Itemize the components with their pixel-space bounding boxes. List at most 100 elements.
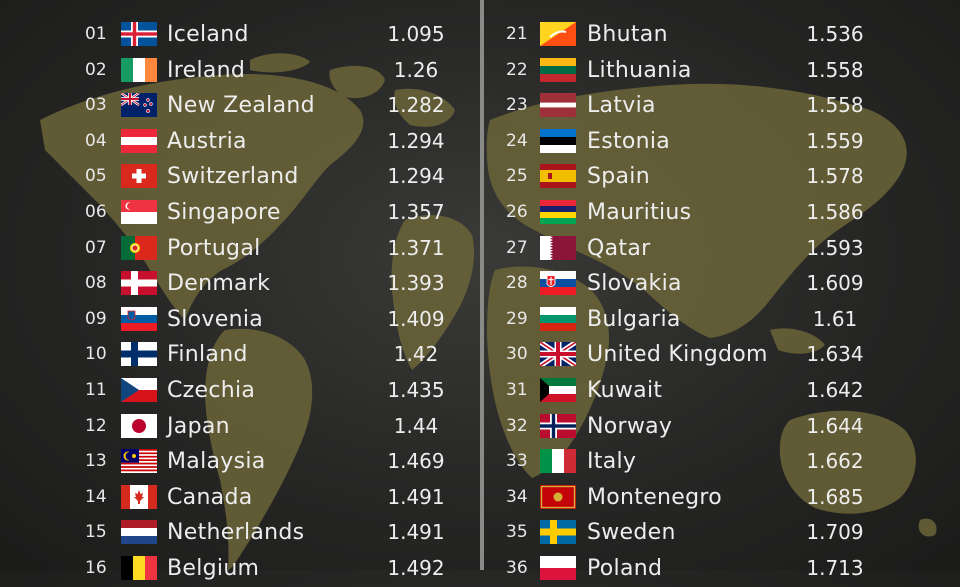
bhutan-flag-icon bbox=[540, 22, 576, 46]
rank-number: 30 bbox=[506, 344, 528, 365]
ranking-row: 24 Estonia 1.559 bbox=[480, 124, 960, 160]
country-name: Montenegro bbox=[587, 484, 723, 510]
bulgaria-flag-icon bbox=[540, 306, 576, 331]
country-value: 1.469 bbox=[387, 449, 445, 474]
rank-number: 21 bbox=[506, 24, 528, 44]
rank-number: 26 bbox=[506, 201, 528, 222]
country-value: 1.371 bbox=[387, 235, 445, 260]
ranking-row: 33 Italy 1.662 bbox=[480, 444, 960, 480]
country-value: 1.713 bbox=[806, 555, 864, 580]
denmark-flag-icon bbox=[121, 271, 157, 296]
country-name: Bulgaria bbox=[587, 306, 681, 332]
right-ranking-column: 21 Bhutan 1.536 22 Lithuania 1.558 23 Latvia 1.5… bbox=[480, 17, 960, 587]
ranking-row: 16 Belgium 1.492 bbox=[0, 551, 480, 587]
poland-flag-icon bbox=[540, 555, 576, 580]
qatar-flag-icon bbox=[540, 235, 576, 260]
montenegro-flag-icon bbox=[540, 484, 576, 509]
sweden-flag-icon bbox=[540, 520, 576, 545]
ranking-row: 31 Kuwait 1.642 bbox=[480, 373, 960, 409]
country-name: Slovakia bbox=[587, 271, 682, 297]
country-name: United Kingdom bbox=[587, 342, 768, 368]
rank-number: 03 bbox=[85, 95, 107, 116]
rank-number: 32 bbox=[506, 415, 528, 436]
country-name: Poland bbox=[587, 555, 663, 581]
rank-number: 12 bbox=[85, 415, 107, 436]
country-value: 1.42 bbox=[393, 342, 439, 367]
country-value: 1.492 bbox=[387, 555, 445, 580]
country-value: 1.634 bbox=[806, 342, 864, 367]
country-value: 1.294 bbox=[387, 164, 445, 189]
country-value: 1.393 bbox=[387, 271, 445, 296]
country-value: 1.586 bbox=[806, 199, 864, 224]
rank-number: 25 bbox=[506, 166, 528, 187]
ranking-row: 27 Qatar 1.593 bbox=[480, 231, 960, 267]
country-value: 1.609 bbox=[806, 271, 864, 296]
country-name: Bhutan bbox=[587, 22, 668, 47]
country-name: Estonia bbox=[587, 128, 671, 154]
country-value: 1.578 bbox=[806, 164, 864, 189]
ranking-row: 02 Ireland 1.26 bbox=[0, 53, 480, 89]
country-value: 1.709 bbox=[806, 520, 864, 545]
country-value: 1.644 bbox=[806, 413, 864, 438]
ranking-row: 15 Netherlands 1.491 bbox=[0, 515, 480, 551]
country-name: Japan bbox=[167, 413, 230, 439]
country-name: Sweden bbox=[587, 520, 676, 546]
ranking-row: 06 Singapore 1.357 bbox=[0, 195, 480, 231]
rank-number: 34 bbox=[506, 486, 528, 507]
ranking-row: 14 Canada 1.491 bbox=[0, 480, 480, 516]
country-name: Iceland bbox=[167, 22, 249, 47]
country-name: New Zealand bbox=[167, 93, 315, 119]
belgium-flag-icon bbox=[121, 555, 157, 580]
ranking-row: 09 Slovenia 1.409 bbox=[0, 302, 480, 338]
ranking-row: 26 Mauritius 1.586 bbox=[480, 195, 960, 231]
country-value: 1.282 bbox=[387, 93, 445, 118]
country-value: 1.61 bbox=[812, 306, 858, 331]
rank-number: 05 bbox=[85, 166, 107, 187]
malaysia-flag-icon bbox=[121, 449, 157, 474]
rank-number: 22 bbox=[506, 59, 528, 80]
rank-number: 28 bbox=[506, 273, 528, 294]
country-name: Slovenia bbox=[167, 306, 264, 332]
country-name: Italy bbox=[587, 449, 637, 475]
ranking-row: 01 Iceland 1.095 bbox=[0, 17, 480, 53]
ranking-row: 22 Lithuania 1.558 bbox=[480, 53, 960, 89]
country-name: Mauritius bbox=[587, 199, 692, 225]
ranking-row: 29 Bulgaria 1.61 bbox=[480, 302, 960, 338]
country-value: 1.558 bbox=[806, 57, 864, 82]
world-map-background bbox=[40, 53, 937, 570]
country-value: 1.491 bbox=[387, 520, 445, 545]
country-value: 1.642 bbox=[806, 377, 864, 402]
ranking-row: 10 Finland 1.42 bbox=[0, 337, 480, 373]
country-name: Belgium bbox=[167, 555, 260, 581]
rank-number: 09 bbox=[85, 308, 107, 329]
country-name: Qatar bbox=[587, 235, 651, 261]
ireland-flag-icon bbox=[121, 57, 157, 82]
kuwait-flag-icon bbox=[540, 377, 576, 402]
japan-flag-icon bbox=[121, 413, 157, 438]
country-name: Denmark bbox=[167, 271, 271, 297]
country-name: Singapore bbox=[167, 199, 281, 225]
singapore-flag-icon bbox=[121, 199, 157, 224]
country-value: 1.26 bbox=[393, 57, 439, 82]
rank-number: 14 bbox=[85, 486, 107, 507]
country-value: 1.095 bbox=[387, 22, 445, 46]
country-value: 1.409 bbox=[387, 306, 445, 331]
netherlands-flag-icon bbox=[121, 520, 157, 545]
ranking-row: 34 Montenegro 1.685 bbox=[480, 480, 960, 516]
italy-flag-icon bbox=[540, 449, 576, 474]
rank-number: 16 bbox=[85, 557, 107, 578]
latvia-flag-icon bbox=[540, 93, 576, 118]
rank-number: 08 bbox=[85, 273, 107, 294]
country-name: Portugal bbox=[167, 235, 261, 261]
country-value: 1.294 bbox=[387, 128, 445, 153]
country-value: 1.685 bbox=[806, 484, 864, 509]
rank-number: 02 bbox=[85, 59, 107, 80]
ranking-row: 04 Austria 1.294 bbox=[0, 124, 480, 160]
ranking-row: 05 Switzerland 1.294 bbox=[0, 159, 480, 195]
ranking-row: 35 Sweden 1.709 bbox=[480, 515, 960, 551]
country-value: 1.491 bbox=[387, 484, 445, 509]
mauritius-flag-icon bbox=[540, 199, 576, 224]
country-value: 1.44 bbox=[393, 413, 439, 438]
united-kingdom-flag-icon bbox=[540, 342, 576, 367]
iceland-flag-icon bbox=[121, 22, 157, 46]
